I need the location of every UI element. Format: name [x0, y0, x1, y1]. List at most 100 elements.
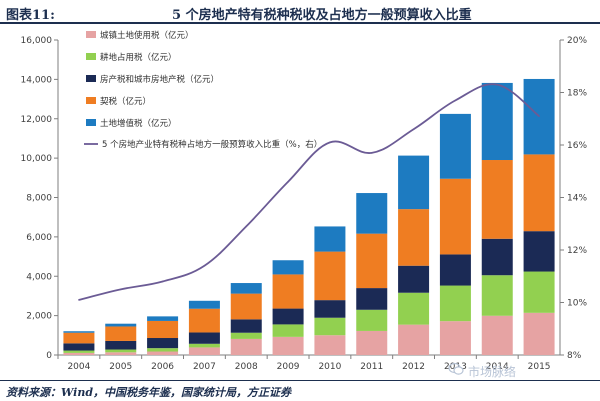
bar-fc-2012 [398, 265, 430, 293]
line-point-2010 [329, 141, 331, 144]
bar-qs-2007 [188, 308, 220, 333]
bar-gd-2011 [356, 309, 388, 331]
legend-label-qs: 契税（亿元） [100, 96, 151, 107]
legend-swatch-gd [86, 53, 96, 60]
y-right-tick-label: 12% [567, 246, 587, 256]
bar-fc-2008 [230, 319, 262, 333]
header-rule [0, 22, 600, 24]
chart-line-layer [78, 83, 540, 301]
bar-gd-2009 [272, 324, 304, 337]
wechat-icon [448, 362, 464, 375]
legend-label-gd: 耕地占用税（亿元） [100, 52, 177, 63]
bar-gd-2013 [439, 285, 471, 322]
bar-fc-2014 [481, 238, 513, 276]
bar-cz-2010 [314, 335, 346, 355]
bar-fc-2007 [188, 332, 220, 344]
bar-fc-2013 [439, 254, 471, 286]
x-tick-label: 2015 [528, 362, 551, 372]
figure-number: 图表11: [6, 8, 55, 23]
x-tick-label: 2006 [151, 362, 174, 372]
bar-cz-2006 [147, 351, 179, 355]
x-tick-label: 2012 [402, 362, 425, 372]
bar-cz-2012 [398, 324, 430, 355]
bar-tz-2012 [398, 155, 430, 210]
y-right-tick-label: 18% [567, 89, 587, 99]
watermark-text: 市场脉络 [468, 365, 517, 379]
line-point-2005 [119, 288, 122, 291]
chart-legend: 城镇土地使用税（亿元） 耕地占用税（亿元） 房产税和城市房地产税（亿元） 契税（亿元）… [84, 30, 322, 150]
legend-label-cz: 城镇土地使用税（亿元） [100, 30, 194, 41]
bar-fc-2010 [314, 300, 346, 318]
line-point-2006 [161, 280, 164, 283]
y-right-tick-label: 16% [567, 141, 587, 151]
bar-gd-2012 [398, 292, 430, 325]
chart: 0 2,000 4,000 6,000 8,000 10,000 12,000 14,000 1… [21, 30, 588, 372]
bar-gd-2006 [147, 348, 179, 352]
bar-gd-2014 [481, 275, 513, 316]
bar-fc-2011 [356, 288, 388, 310]
x-tick-label: 2013 [444, 362, 467, 372]
bar-tz-2006 [147, 316, 179, 321]
x-tick-label: 2014 [486, 362, 509, 372]
bar-qs-2013 [439, 178, 471, 255]
bar-tz-2008 [230, 283, 262, 294]
footer-rule [0, 380, 600, 381]
x-tick-label: 2010 [318, 362, 341, 372]
bar-fc-2015 [523, 231, 555, 272]
bar-fc-2009 [272, 308, 304, 325]
bar-gd-2010 [314, 317, 346, 336]
bar-qs-2012 [398, 209, 430, 266]
chart-bars [63, 78, 555, 355]
x-tick-label: 2007 [193, 362, 216, 372]
bar-fc-2004 [63, 343, 95, 351]
y-left-tick-label: 16,000 [21, 36, 53, 46]
x-tick-label: 2008 [235, 362, 258, 372]
line-point-2009 [287, 180, 289, 183]
y-left-tick-label: 8,000 [26, 194, 52, 204]
bar-tz-2007 [188, 300, 220, 309]
bar-cz-2013 [439, 321, 471, 355]
bar-gd-2007 [188, 343, 220, 348]
y-right-tick-label: 8% [567, 351, 582, 361]
y-left-tick-label: 10,000 [21, 154, 53, 164]
y-right-tick-label: 20% [567, 36, 587, 46]
bar-fc-2006 [147, 338, 179, 349]
chart-axes: 0 2,000 4,000 6,000 8,000 10,000 12,000 14,000 1… [21, 36, 588, 372]
source-note: 资料来源：Wind，中国税务年鉴，国家统计局，方正证券 [6, 386, 292, 399]
bar-tz-2010 [314, 226, 346, 252]
y-left-tick-label: 6,000 [26, 233, 52, 243]
y-right-tick-label: 14% [567, 194, 587, 204]
y-left-tick-label: 14,000 [21, 75, 53, 85]
bar-gd-2005 [105, 349, 137, 353]
y-left-tick-label: 4,000 [26, 272, 52, 282]
x-tick-label: 2011 [360, 362, 383, 372]
bar-gd-2015 [523, 271, 555, 313]
line-point-2015 [538, 115, 540, 117]
figure-header: 图表11: 5 个房地产特有税种税收及占地方一般预算收入比重 [0, 0, 600, 26]
bar-cz-2005 [105, 352, 137, 355]
bar-qs-2005 [105, 326, 137, 341]
line-point-2004 [78, 299, 80, 301]
bar-gd-2004 [63, 350, 95, 353]
y-left-tick-label: 0 [46, 351, 52, 361]
x-tick-label: 2005 [109, 362, 132, 372]
bar-cz-2015 [523, 312, 555, 355]
bar-cz-2011 [356, 330, 388, 355]
legend-swatch-qs [86, 97, 96, 104]
bar-tz-2011 [356, 193, 388, 234]
line-point-2011 [370, 152, 373, 154]
figure-title: 5 个房地产特有税种税收及占地方一般预算收入比重 [172, 8, 472, 23]
bar-qs-2010 [314, 251, 346, 301]
bar-qs-2009 [272, 274, 304, 309]
bar-fc-2005 [105, 340, 137, 350]
legend-swatch-tz [86, 119, 96, 126]
bar-tz-2014 [481, 82, 513, 161]
y-right-tick-label: 10% [567, 299, 587, 309]
bar-cz-2014 [481, 315, 513, 355]
line-point-2008 [245, 225, 248, 228]
bar-qs-2008 [230, 293, 262, 320]
legend-label-line: 5 个房地产业特有税种占地方一般预算收入比重（%，右） [102, 139, 322, 150]
line-point-2013 [454, 99, 457, 102]
bar-tz-2004 [63, 331, 95, 333]
bar-cz-2009 [272, 336, 304, 355]
